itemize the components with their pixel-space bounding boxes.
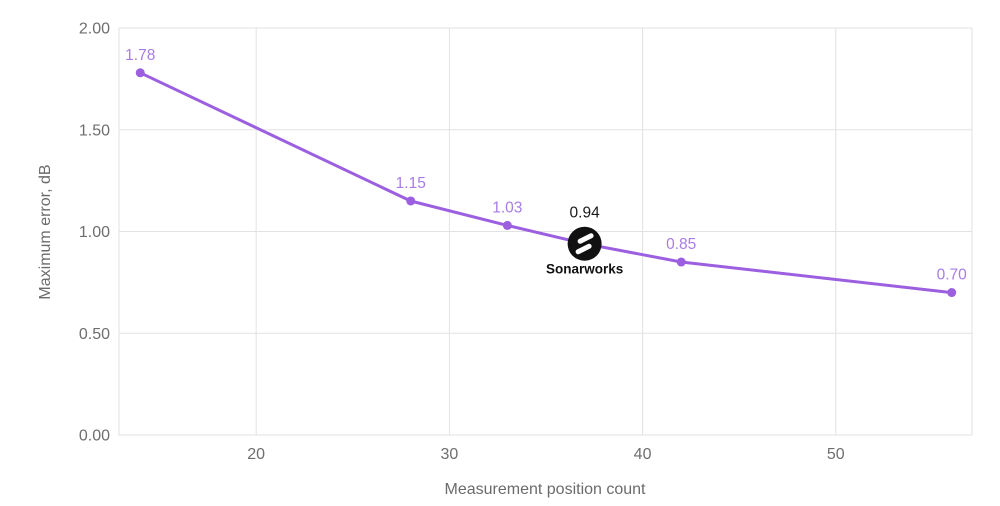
data-point-marker: [135, 68, 145, 78]
x-tick-label: 20: [247, 446, 265, 463]
data-point-marker: [406, 196, 416, 206]
highlight-value-label: 0.94: [570, 205, 601, 222]
data-point-label: 1.03: [492, 199, 522, 216]
x-tick-label: 40: [634, 446, 652, 463]
y-tick-label: 1.00: [79, 224, 110, 241]
data-point-label: 0.70: [937, 267, 968, 284]
y-tick-label: 0.00: [79, 428, 110, 445]
y-tick-label: 2.00: [79, 21, 110, 38]
data-point-label: 0.85: [666, 236, 696, 253]
data-point-marker: [947, 288, 957, 298]
sonarworks-logo-bar-bottom: [575, 243, 592, 255]
sonarworks-logo-bar-top: [577, 233, 594, 244]
sonarworks-brand-label: Sonarworks: [546, 262, 623, 277]
sonarworks-logo-icon: [567, 226, 602, 261]
y-tick-label: 1.50: [79, 122, 110, 139]
data-point-label: 1.78: [125, 47, 155, 64]
series-line: [138, 71, 954, 295]
x-tick-label: 50: [827, 446, 845, 463]
y-tick-label: 0.50: [79, 326, 110, 343]
data-point-marker: [502, 220, 512, 230]
data-point-marker: [676, 257, 686, 267]
x-axis-title: Measurement position count: [444, 481, 646, 498]
x-tick-label: 30: [440, 446, 458, 463]
y-axis-title: Maximum error, dB: [37, 164, 54, 300]
data-point-label: 1.15: [396, 175, 426, 192]
